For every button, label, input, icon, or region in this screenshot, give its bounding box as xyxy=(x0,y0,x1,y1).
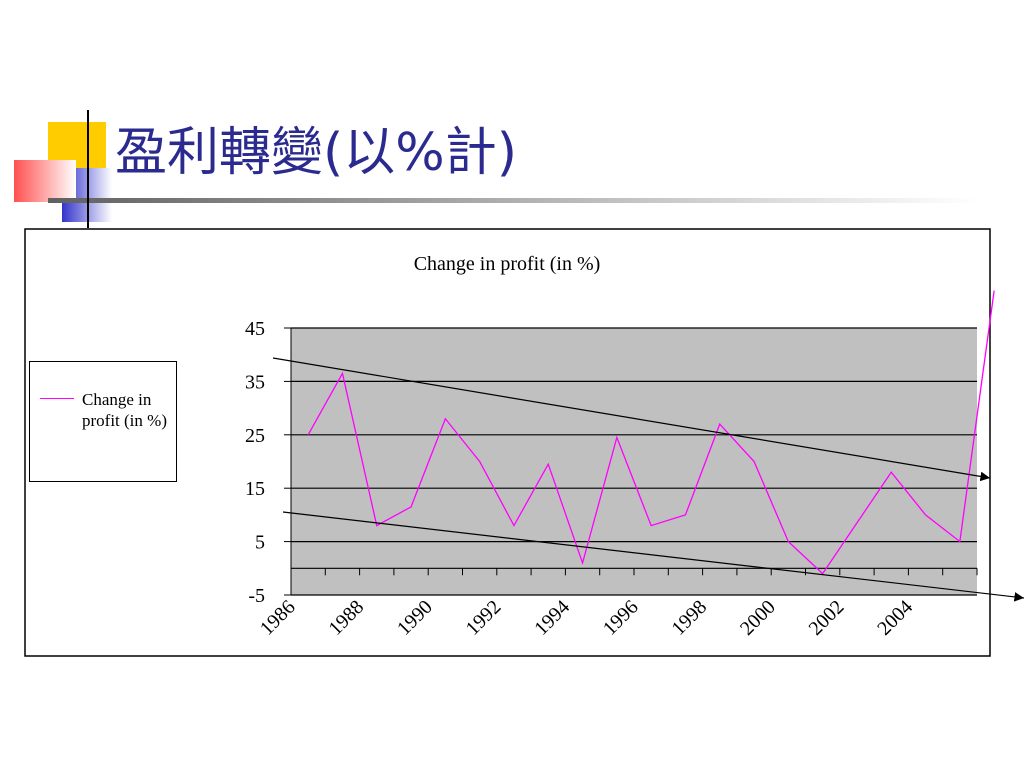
y-tick-label: 5 xyxy=(255,532,265,554)
trend-arrow xyxy=(272,357,991,482)
y-tick-label: 35 xyxy=(245,371,265,393)
y-tick-label: 15 xyxy=(245,478,265,500)
trend-arrow xyxy=(282,511,1024,602)
legend-swatch xyxy=(40,398,74,399)
series-line xyxy=(307,290,995,575)
plot-area xyxy=(291,328,977,595)
chart-title: Change in profit (in %) xyxy=(414,253,601,275)
slide-title: 盈利轉變(以%計) xyxy=(115,123,517,183)
legend: Change in profit (in %) xyxy=(29,361,177,482)
decoration xyxy=(14,110,978,228)
y-tick-label: 45 xyxy=(245,318,265,340)
legend-label: Change in profit (in %) xyxy=(82,390,167,430)
y-tick-label: -5 xyxy=(248,585,265,607)
y-tick-label: 25 xyxy=(245,425,265,447)
